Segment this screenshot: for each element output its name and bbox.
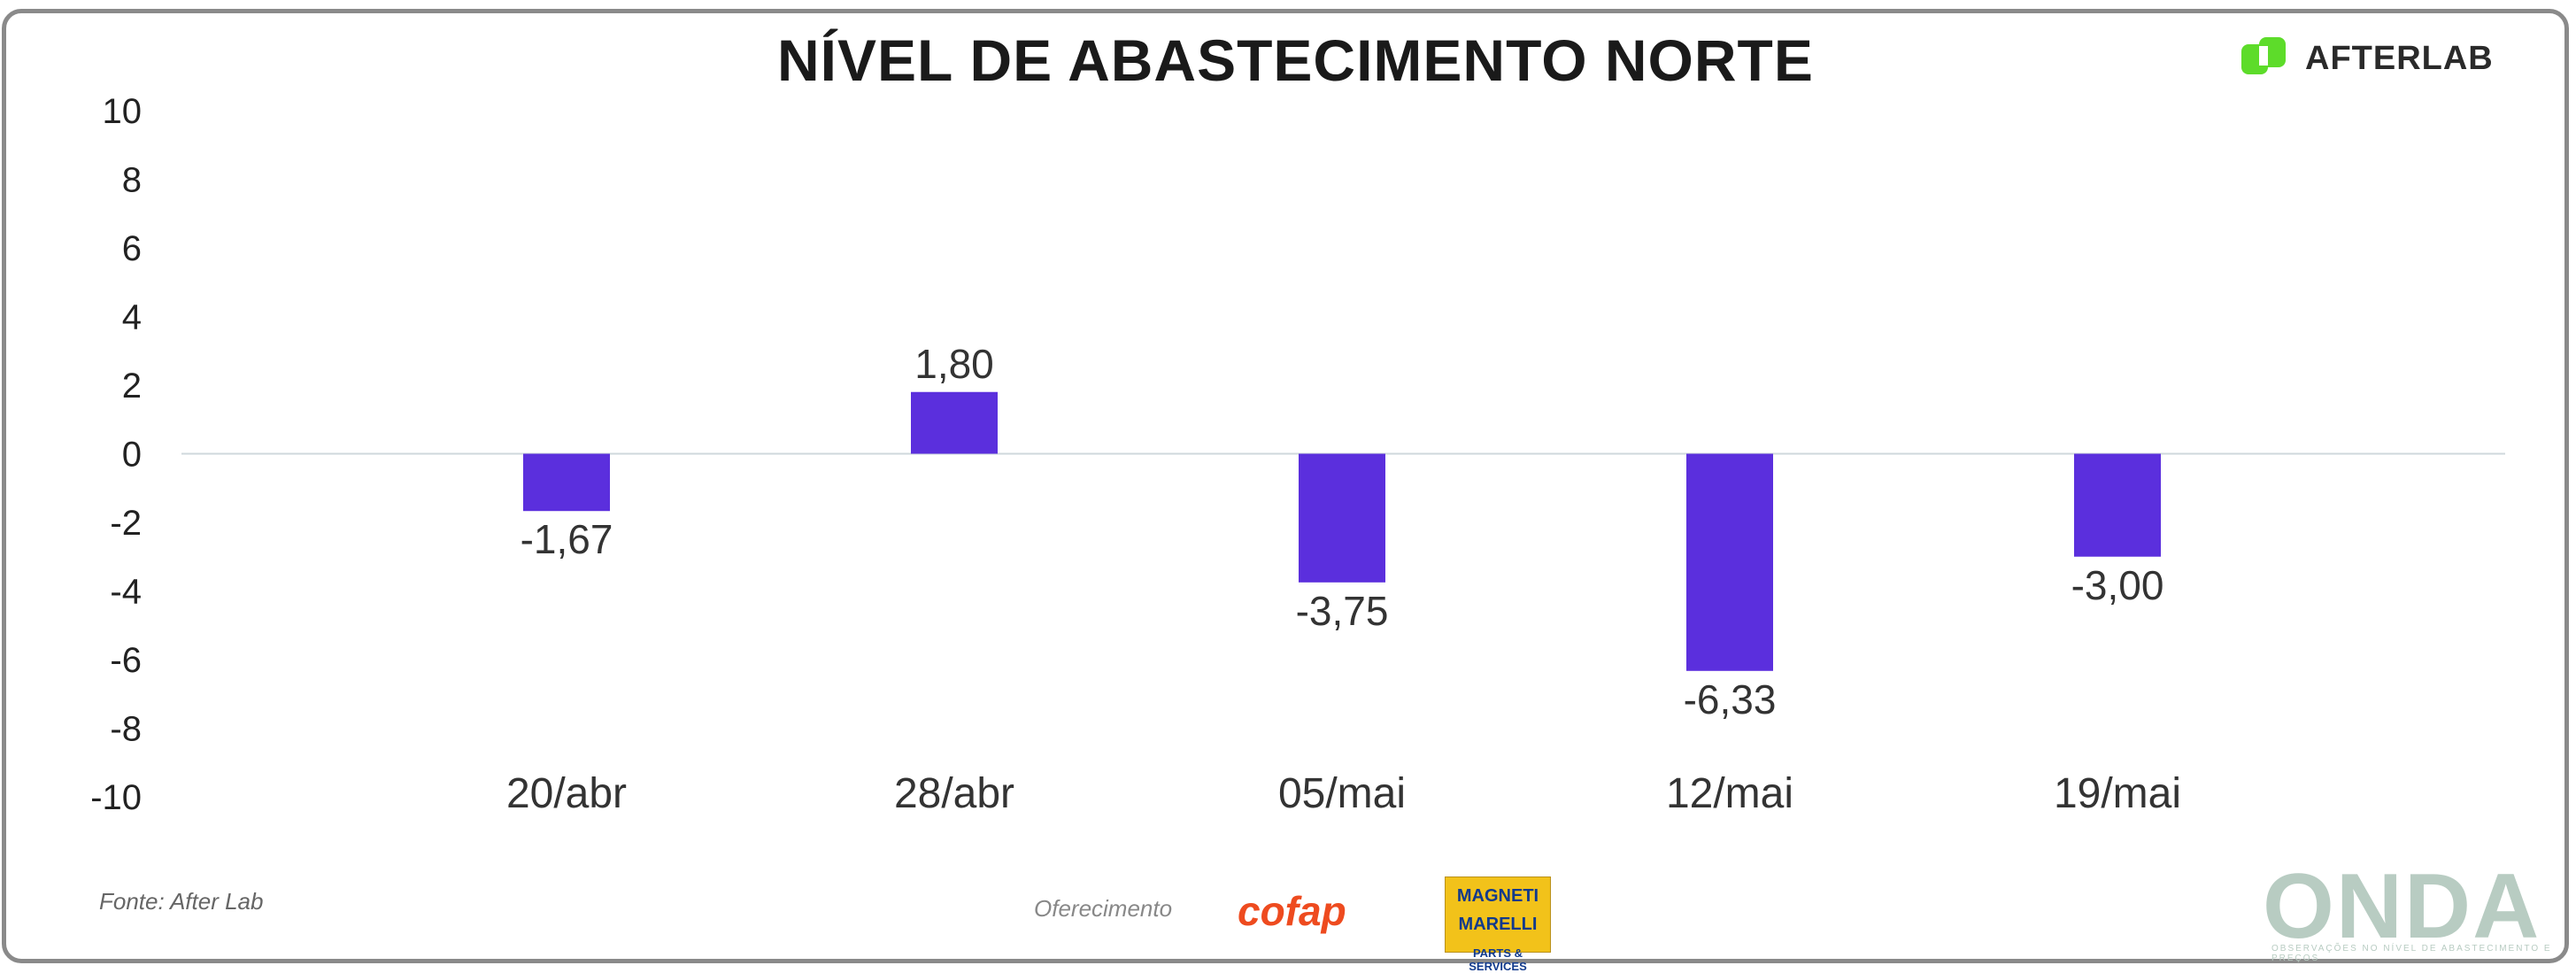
y-tick-label: -4 — [110, 573, 142, 612]
bars — [523, 391, 2161, 671]
y-tick-label: 2 — [122, 367, 142, 405]
y-tick-label: -6 — [110, 641, 142, 680]
bar — [1686, 453, 1773, 671]
y-axis: 10 8 6 4 2 0 -2 -4 -6 -8 -10 — [90, 92, 142, 817]
magneti-line-2: MARELLI — [1458, 915, 1538, 934]
data-label: 1,80 — [914, 341, 994, 387]
y-tick-label: -2 — [110, 504, 142, 543]
x-tick-label: 05/mai — [1278, 770, 1406, 817]
bar — [2074, 453, 2161, 557]
sponsor-label: Oferecimento — [1034, 895, 1173, 922]
y-tick-label: 10 — [103, 92, 143, 131]
bar — [911, 391, 998, 454]
y-tick-label: -8 — [110, 710, 142, 749]
x-tick-label: 12/mai — [1666, 770, 1793, 817]
value-labels: -1,67 1,80 -3,75 -6,33 -3,00 — [521, 341, 2164, 722]
onda-watermark-subtitle: OBSERVAÇÕES NO NÍVEL DE ABASTECIMENTO E … — [2271, 944, 2552, 963]
chart-title: NÍVEL DE ABASTECIMENTO NORTE — [777, 27, 1814, 93]
magneti-marelli-logo: MAGNETI MARELLI PARTS & SERVICES — [1445, 876, 1551, 973]
source-note: Fonte: After Lab — [99, 888, 264, 915]
magneti-line-1: MAGNETI — [1456, 886, 1539, 906]
x-tick-label: 19/mai — [2054, 770, 2181, 817]
afterlab-logo-text: AFTERLAB — [2305, 39, 2494, 77]
x-tick-label: 20/abr — [506, 770, 627, 817]
y-tick-label: 6 — [122, 229, 142, 268]
y-tick-label: 8 — [122, 161, 142, 200]
x-tick-label: 28/abr — [894, 770, 1014, 817]
x-axis: 20/abr 28/abr 05/mai 12/mai 19/mai — [506, 770, 2181, 817]
y-tick-label: 4 — [122, 298, 142, 337]
onda-watermark: ONDA — [2263, 855, 2541, 958]
data-label: -3,75 — [1296, 588, 1389, 634]
afterlab-logo-icon — [2240, 35, 2296, 81]
bar — [523, 453, 610, 512]
data-label: -6,33 — [1684, 676, 1777, 722]
y-tick-label: -10 — [90, 778, 142, 817]
data-label: -3,00 — [2071, 562, 2164, 608]
data-label: -1,67 — [521, 516, 613, 562]
bar — [1299, 453, 1385, 583]
y-tick-label: 0 — [122, 436, 142, 475]
afterlab-logo: AFTERLAB — [2240, 35, 2494, 81]
bar-chart: 10 8 6 4 2 0 -2 -4 -6 -8 -10 -1,67 1,80 -3,75 -6,33 -3… — [90, 92, 2505, 817]
cofap-logo: cofap — [1238, 888, 1346, 934]
magneti-line-3: PARTS & SERVICES — [1469, 946, 1527, 973]
